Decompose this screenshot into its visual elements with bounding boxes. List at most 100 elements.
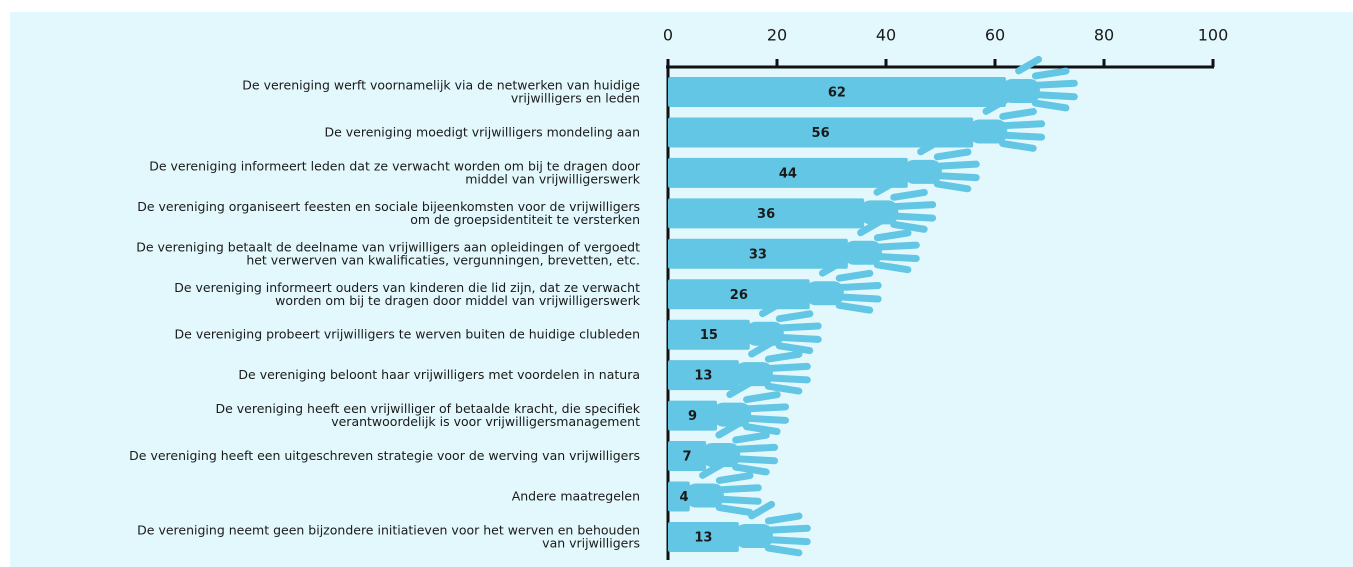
thumb [873,177,901,196]
hand-decoration [969,96,1046,152]
finger [999,139,1037,152]
value-label: 13 [694,530,712,545]
finger [764,536,811,546]
thumb [715,419,743,439]
x-tick-label: 60 [985,26,1005,45]
finger [743,391,781,404]
finger [999,131,1046,141]
finger [732,443,779,453]
finger [732,455,779,465]
category-label: De vereniging betaalt de deelname van vr… [136,239,640,267]
bar [668,77,1006,107]
finger [775,342,814,355]
hand-decoration [843,217,920,274]
value-label: 56 [812,126,830,141]
thumb [748,500,776,520]
palm [734,362,773,387]
finger [775,333,822,343]
thumb [726,379,754,398]
finger [873,252,920,263]
hand-decoration [745,298,822,355]
palm [903,159,942,184]
palm [805,281,844,306]
x-tick-label: 80 [1094,26,1114,45]
hand-decoration [702,419,779,476]
finger [775,322,822,332]
finger [775,310,814,323]
finger [764,350,803,363]
value-label: 7 [683,450,692,465]
value-label: 4 [679,490,688,505]
finger [764,544,803,557]
thumb [982,96,1010,115]
value-label: 13 [694,369,712,384]
x-tick-label: 0 [663,26,673,45]
thumb [748,339,776,358]
bar [668,279,810,310]
category-label: De vereniging heeft een vrijwilliger of … [215,401,640,429]
finger [999,108,1037,120]
finger [835,269,874,282]
x-tick-label: 20 [767,26,787,45]
palm [685,483,724,508]
bar [668,238,848,269]
finger [1031,99,1070,112]
palm [843,240,882,265]
finger [933,172,980,182]
category-label: Andere maatregelen [512,488,640,503]
hand-decoration [860,177,937,233]
palm [713,402,752,427]
x-tick-label: 100 [1198,26,1229,45]
finger [732,463,770,476]
value-label: 9 [688,409,697,424]
hand-decoration [903,136,980,193]
finger [1031,91,1078,101]
finger [743,414,789,424]
finger [890,212,937,222]
thumb [857,217,885,237]
finger [835,301,874,314]
category-label: De vereniging informeert ouders van kind… [174,279,641,307]
finger [873,261,912,274]
thumb [699,460,726,479]
thumb [759,298,786,318]
value-label: 26 [730,288,748,303]
finger [743,403,790,413]
hand-decoration [1001,55,1078,112]
bar [668,360,739,391]
finger [764,512,803,525]
palm [745,321,784,346]
finger [933,180,972,193]
value-label: 44 [779,166,797,181]
hand-decoration [734,500,811,557]
thumb [818,258,846,277]
category-label: De vereniging beloont haar vrijwilligers… [238,367,640,382]
finger [715,484,762,494]
hand-decoration [734,339,811,395]
value-label: 33 [749,247,767,262]
bar [668,117,974,148]
finger [890,220,928,233]
palm [969,119,1008,144]
hand-decoration [685,460,762,516]
finger [715,495,762,505]
thumb [1015,55,1043,75]
value-label: 62 [828,86,846,101]
finger [1031,79,1078,89]
finger [933,160,980,170]
bar [668,481,690,512]
value-label: 15 [700,328,718,343]
finger [732,431,770,444]
finger [890,188,928,201]
finger [1031,67,1070,80]
palm [734,523,773,548]
bar [668,157,908,188]
category-label: De vereniging probeert vrijwilligers te … [175,326,640,341]
category-label: De vereniging neemt geen bijzondere init… [137,522,640,550]
thumb [917,136,944,156]
x-tick-label: 40 [876,26,896,45]
category-label: De vereniging organiseert feesten en soc… [137,198,640,226]
bar [668,400,718,431]
finger [933,148,972,161]
category-label: De vereniging informeert leden dat ze ve… [149,158,641,186]
